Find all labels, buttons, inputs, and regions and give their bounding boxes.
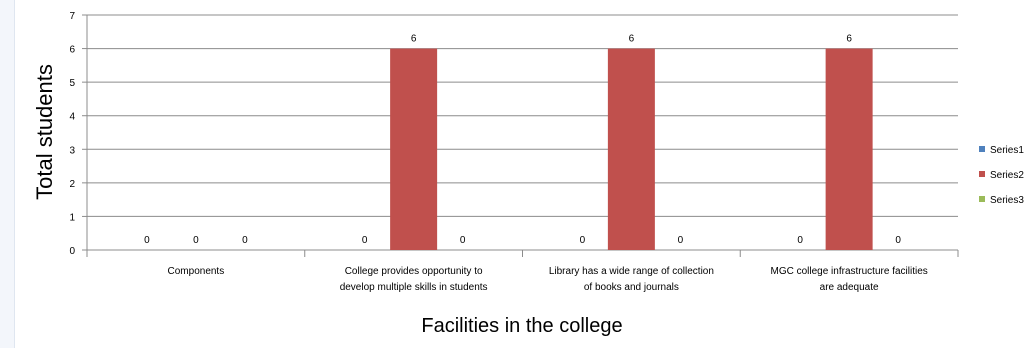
legend-label: Series2 (990, 170, 1024, 181)
x-tick-label: Components (168, 266, 225, 277)
bar (825, 48, 873, 251)
data-label: 0 (797, 235, 803, 246)
legend: Series1 Series2 Series3 (979, 145, 1024, 206)
data-label: 0 (460, 235, 466, 246)
bar (390, 48, 438, 251)
x-tick-label: develop multiple skills in students (340, 282, 488, 293)
data-labels: 0 0 0 0 6 0 0 6 0 0 6 0 (144, 34, 901, 246)
data-label: 6 (629, 34, 635, 45)
legend-label: Series1 (990, 145, 1024, 156)
legend-label: Series3 (990, 195, 1024, 206)
y-tick-label: 1 (69, 212, 75, 223)
gridlines (87, 14, 958, 217)
y-tick-label: 4 (69, 112, 75, 123)
x-tick-label: Library has a wide range of collection (549, 266, 714, 277)
y-tick-label: 6 (69, 45, 75, 56)
x-tick-label: MGC college infrastructure facilities (770, 266, 927, 277)
data-label: 0 (580, 235, 586, 246)
x-tick-label: are adequate (820, 282, 879, 293)
y-axis-title: Total students (32, 64, 57, 200)
x-tick-label: College provides opportunity to (345, 266, 483, 277)
data-label: 6 (846, 34, 852, 45)
y-tick-label: 2 (69, 179, 75, 190)
data-label: 0 (362, 235, 368, 246)
legend-swatch (979, 196, 985, 202)
y-tick-label: 3 (69, 145, 75, 156)
data-label: 0 (144, 235, 150, 246)
y-tick-label: 5 (69, 78, 75, 89)
x-tick-label: of books and journals (584, 282, 679, 293)
y-tick-label: 7 (69, 11, 75, 22)
data-label: 0 (193, 235, 199, 246)
bar (607, 48, 655, 251)
data-label: 0 (895, 235, 901, 246)
data-label: 0 (242, 235, 248, 246)
data-label: 6 (411, 34, 417, 45)
axes: 0 1 2 3 4 5 6 7 (69, 11, 959, 257)
y-tick-label: 0 (69, 246, 75, 257)
x-tick-labels: Components College provides opportunity t… (168, 266, 928, 293)
x-axis-title: Facilities in the college (421, 315, 622, 337)
bars (390, 48, 873, 251)
legend-swatch (979, 146, 985, 152)
left-ruler (0, 0, 15, 348)
data-label: 0 (678, 235, 684, 246)
legend-swatch (979, 171, 985, 177)
